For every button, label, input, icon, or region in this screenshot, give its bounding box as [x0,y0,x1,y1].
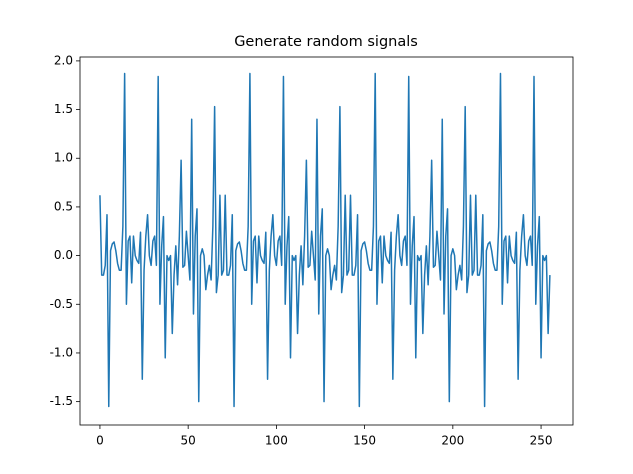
x-tick-label: 100 [265,434,288,448]
y-tick-label: -0.5 [50,297,73,311]
y-tick-label: 1.0 [54,151,73,165]
y-tick-label: 0.5 [54,199,73,213]
x-tick-label: 150 [353,434,376,448]
y-tick-label: -1.0 [50,345,73,359]
y-tick-label: -1.5 [50,394,73,408]
x-tick-label: 0 [96,434,104,448]
plot-frame [79,56,574,426]
chart-title: Generate random signals [234,34,418,50]
x-tick-label: 200 [441,434,464,448]
y-tick-label: 0.0 [54,248,73,262]
x-tick-label: 50 [181,434,196,448]
y-tick-label: 1.5 [54,102,73,116]
line-series [99,72,551,408]
x-tick-label: 250 [530,434,553,448]
y-tick-label: 2.0 [54,53,73,67]
